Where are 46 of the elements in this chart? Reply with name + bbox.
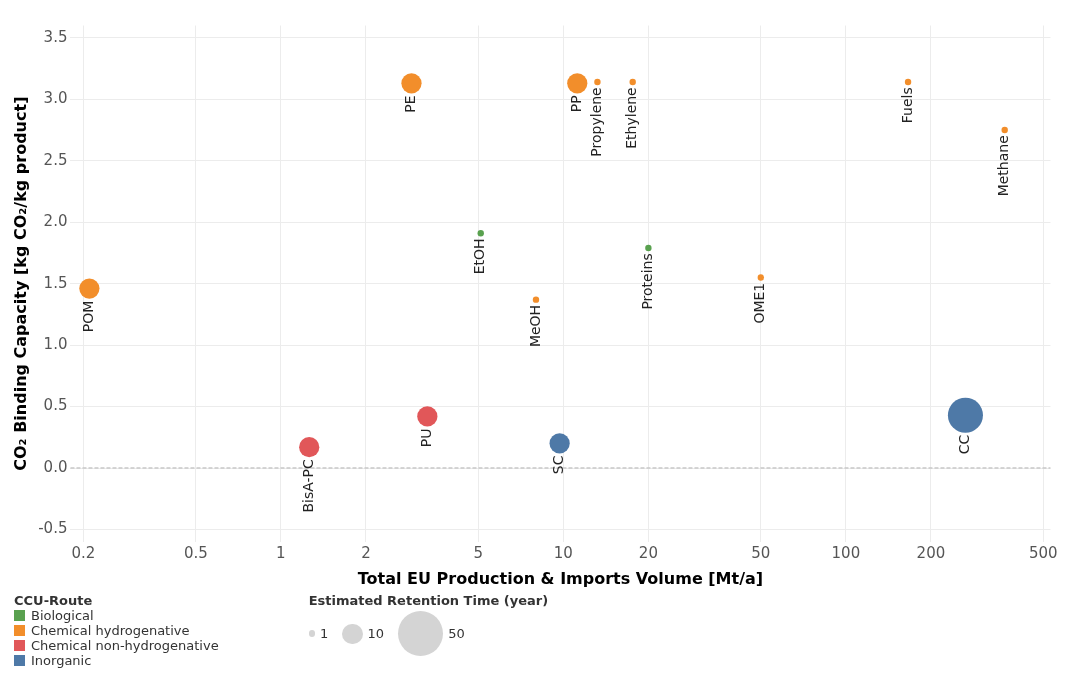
y-tick-label: 0.0 — [43, 457, 68, 476]
data-label: SC — [550, 455, 567, 475]
legend-label: Chemical hydrogenative — [31, 623, 190, 638]
x-axis-title: Total EU Production & Imports Volume [Mt/a] — [357, 568, 764, 588]
data-label: BisA-PC — [299, 459, 316, 513]
y-tick-label: 3.5 — [43, 27, 68, 46]
x-tick-label: 5 — [473, 543, 484, 562]
data-label: OME1 — [751, 282, 768, 324]
x-tick-label: 200 — [916, 543, 946, 562]
legend-label: Inorganic — [31, 653, 92, 668]
y-tick-label: 2.0 — [43, 212, 68, 231]
y-tick-label: 1.5 — [43, 273, 68, 292]
y-tick-label: -0.5 — [38, 519, 68, 538]
legend-label: 1 — [320, 626, 329, 642]
x-tick-label: 20 — [638, 543, 658, 562]
x-tick-label: 1 — [276, 543, 286, 562]
data-label: Ethylene — [623, 87, 640, 149]
x-tick-label: 500 — [1029, 543, 1058, 562]
data-label: PP — [567, 95, 584, 113]
data-label: EtOH — [471, 238, 488, 275]
x-tick-label: 0.2 — [71, 543, 96, 562]
legend-title: CCU-Route — [14, 593, 94, 608]
x-tick-label: 100 — [831, 543, 861, 562]
y-tick-label: 3.0 — [43, 89, 68, 108]
legend-label: 10 — [367, 626, 385, 642]
data-label: Propylene — [588, 87, 605, 157]
data-label: MeOH — [526, 304, 543, 348]
data-label: Fuels — [898, 87, 915, 124]
y-tick-label: 2.5 — [43, 150, 68, 169]
y-tick-label: 0.5 — [43, 396, 68, 415]
data-label: Methane — [995, 135, 1012, 197]
x-tick-label: 10 — [553, 543, 573, 562]
x-tick-label: 50 — [751, 543, 771, 562]
text: Estimated Retention Time (year) — [308, 593, 549, 608]
legend-label: Biological — [31, 608, 94, 623]
legend-label: Chemical non-hydrogenative — [31, 638, 219, 653]
data-label: PU — [417, 428, 434, 448]
data-label: PE — [402, 95, 419, 113]
legend-label: 50 — [448, 626, 465, 642]
y-tick-label: 1.0 — [43, 335, 68, 354]
data-label: Proteins — [639, 253, 656, 310]
x-tick-label: 0.5 — [183, 543, 208, 562]
data-label: CC — [956, 434, 973, 455]
x-tick-label: 2 — [361, 543, 371, 562]
data-label: POM — [80, 300, 97, 333]
y-axis-title: CO₂ Binding Capacity [kg CO₂/kg product] — [10, 96, 30, 471]
